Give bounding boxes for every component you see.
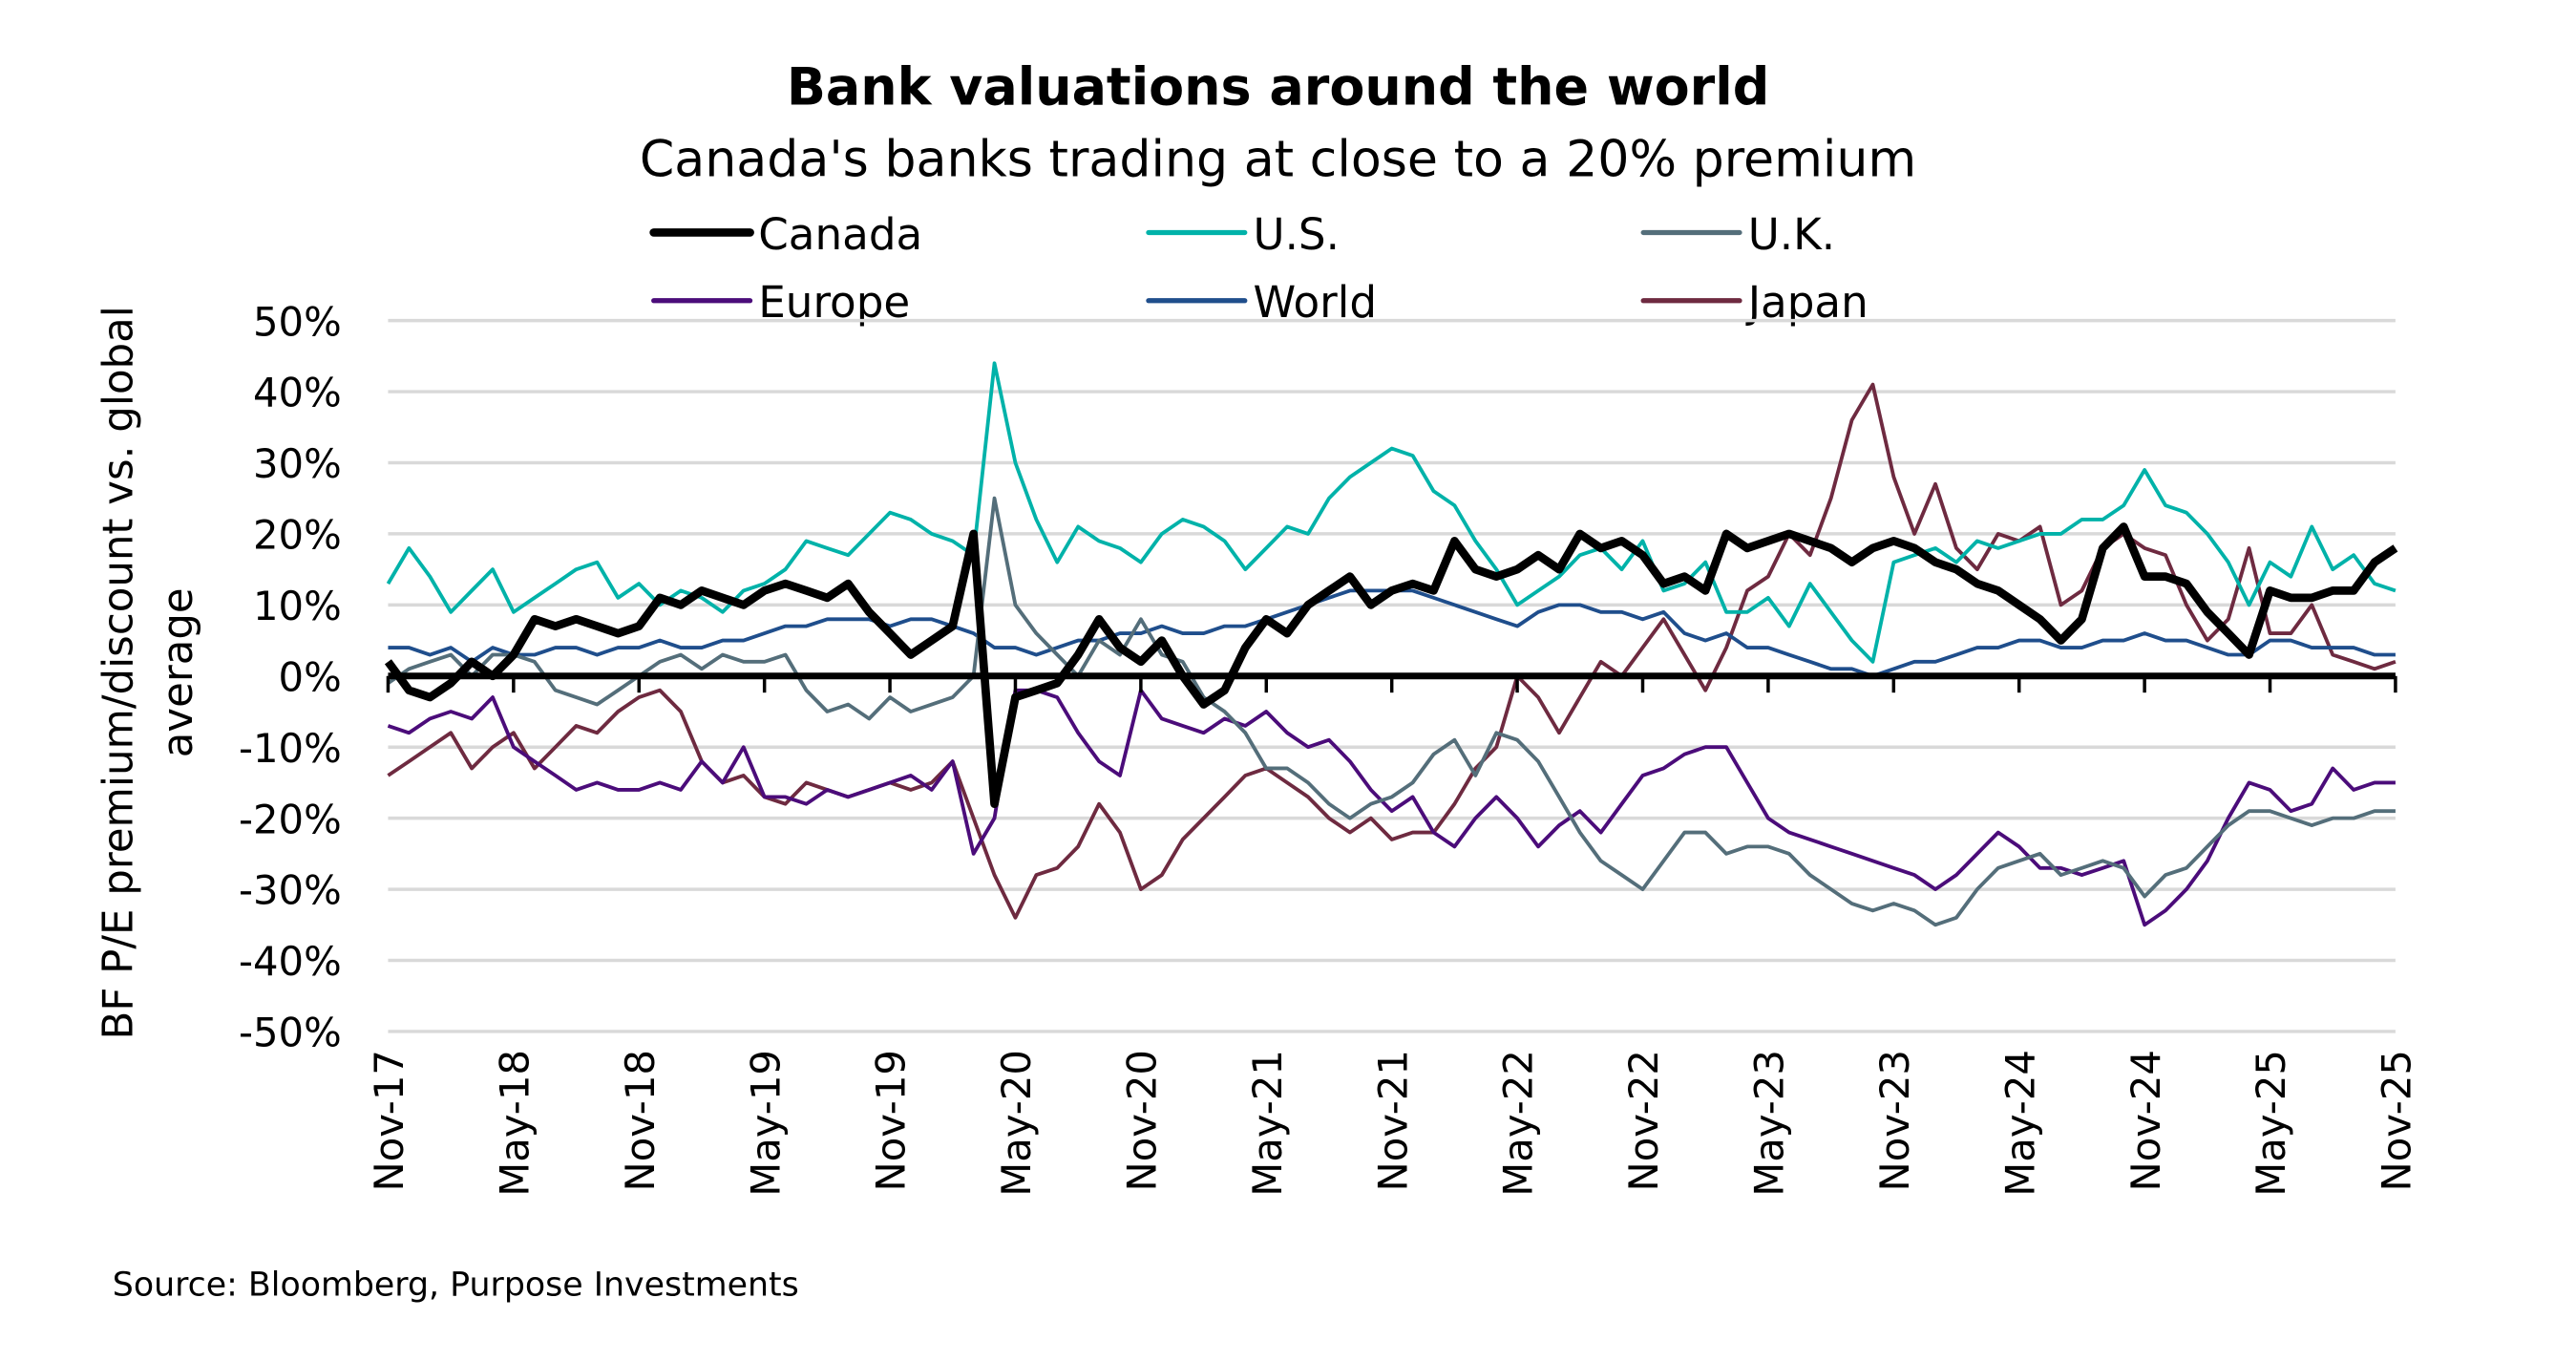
x-tick-label: Nov-25 (2374, 1050, 2420, 1191)
x-tick-label: May-25 (2248, 1050, 2294, 1197)
y-tick-label: -50% (239, 1010, 342, 1056)
zero-axis (386, 672, 2397, 693)
series-line-canada (384, 522, 2398, 809)
x-tick-label: May-19 (742, 1050, 789, 1197)
series-line-uk (387, 496, 2396, 927)
legend-label: U.S. (1253, 209, 1340, 260)
x-tick-label: Nov-22 (1620, 1050, 1667, 1191)
legend-item-canada: Canada (649, 209, 922, 260)
series-line-us (386, 361, 2397, 664)
y-tick-label: -40% (239, 938, 342, 985)
y-axis-title-line-1: BF P/E premium/discount vs. global (95, 306, 143, 1039)
legend-item-uk: U.K. (1640, 209, 1835, 260)
chart-subtitle: Canada's banks trading at close to a 20%… (640, 131, 1916, 188)
x-tick-label: Nov-17 (366, 1050, 412, 1191)
source-note: Source: Bloomberg, Purpose Investments (113, 1266, 799, 1304)
gridlines (388, 318, 2396, 1033)
y-axis-title-line-2: average (155, 587, 202, 757)
series-lines (384, 361, 2398, 927)
x-tick-label: May-20 (993, 1050, 1040, 1197)
y-tick-label: 10% (253, 583, 342, 629)
x-axis-ticks: Nov-17 May-18 Nov-18 May-19 Nov-19 May-20 Nov-… (366, 1050, 2419, 1197)
x-tick-label: Nov-21 (1369, 1050, 1416, 1191)
y-tick-label: 20% (253, 512, 342, 559)
x-tick-label: May-24 (1996, 1050, 2043, 1197)
y-tick-label: 40% (253, 370, 342, 416)
legend-label: U.K. (1748, 209, 1835, 260)
x-tick-label: May-22 (1495, 1050, 1542, 1197)
legend-item-us: U.S. (1146, 209, 1340, 260)
y-axis-title: BF P/E premium/discount vs. global avera… (95, 306, 203, 1039)
y-axis-ticks: 50% 40% 30% 20% 10% 0% -10% -20% -30% -40% -50% (239, 298, 342, 1055)
legend: Canada U.S. U.K.Europe World Japan (649, 209, 1869, 328)
x-tick-label: Nov-24 (2122, 1050, 2169, 1191)
y-tick-label: 0% (279, 653, 342, 700)
series-line-japan (387, 382, 2397, 920)
x-tick-label: May-23 (1746, 1050, 1793, 1197)
x-tick-label: Nov-18 (617, 1050, 664, 1191)
y-tick-label: -10% (239, 725, 342, 772)
legend-label: Canada (758, 209, 922, 260)
x-tick-label: May-21 (1244, 1050, 1291, 1197)
x-tick-label: Nov-23 (1871, 1050, 1918, 1191)
chart-title: Bank valuations around the world (787, 57, 1769, 117)
x-tick-label: Nov-19 (868, 1050, 915, 1191)
x-tick-label: Nov-20 (1119, 1050, 1166, 1191)
x-tick-label: May-18 (492, 1050, 538, 1197)
y-tick-label: -20% (239, 796, 342, 842)
y-tick-label: 30% (253, 440, 342, 487)
y-tick-label: -30% (239, 867, 342, 914)
series-line-europe (387, 688, 2396, 927)
y-tick-label: 50% (253, 298, 342, 345)
